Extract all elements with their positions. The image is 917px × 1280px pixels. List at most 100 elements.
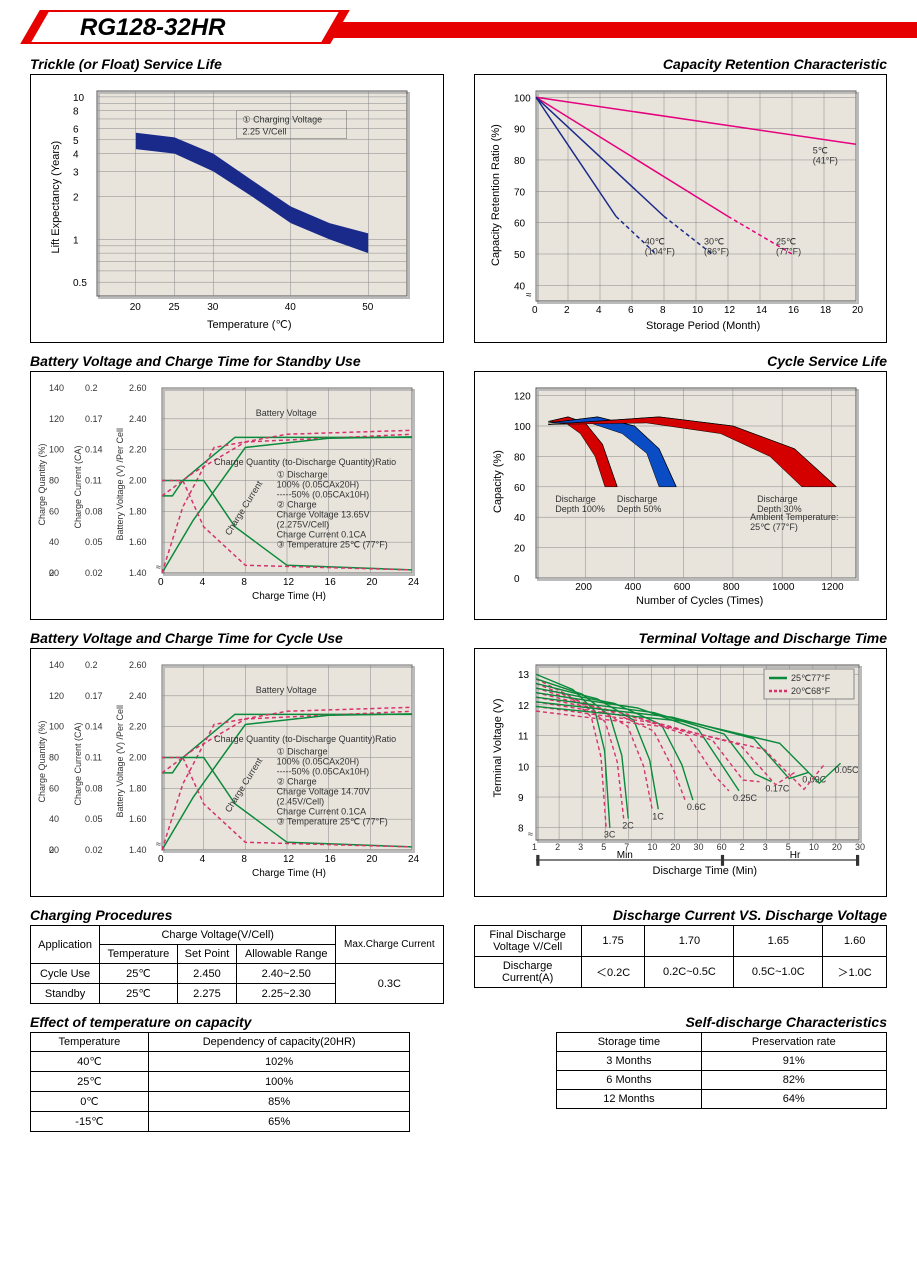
model-number: RG128-32HR [80, 14, 225, 42]
svg-text:600: 600 [673, 582, 690, 593]
svg-text:3: 3 [73, 167, 79, 178]
svg-text:Charge Time (H): Charge Time (H) [252, 591, 326, 602]
svg-text:1000: 1000 [772, 582, 795, 593]
td: Cycle Use [31, 964, 100, 984]
svg-text:30: 30 [693, 842, 703, 852]
svg-text:4: 4 [200, 577, 206, 588]
cycle-chart: 04812162024200.021.40400.051.60600.081.8… [30, 648, 444, 897]
svg-text:Discharge: Discharge [757, 494, 798, 504]
svg-text:40: 40 [285, 302, 297, 313]
trickle-chart: 20253040500.5123456810① Charging Voltage… [30, 74, 444, 343]
td: Final Discharge Voltage V/Cell [474, 926, 581, 957]
svg-text:Battery Voltage: Battery Voltage [256, 408, 317, 418]
svg-text:0.05: 0.05 [85, 814, 103, 824]
svg-text:20: 20 [130, 302, 142, 313]
svg-text:Depth 50%: Depth 50% [616, 504, 661, 514]
svg-text:10: 10 [73, 93, 85, 104]
td: 3 Months [557, 1052, 701, 1071]
svg-text:2.60: 2.60 [129, 660, 147, 670]
svg-text:Capacity (%): Capacity (%) [492, 450, 504, 513]
svg-text:Charge Quantity (to-Discharge: Charge Quantity (to-Discharge Quantity)R… [214, 734, 396, 744]
td: Discharge Current(A) [474, 957, 581, 988]
svg-text:3: 3 [762, 842, 767, 852]
svg-text:Terminal Voltage (V): Terminal Voltage (V) [492, 698, 504, 797]
svg-text:≈: ≈ [156, 562, 161, 572]
svg-text:Hr: Hr [789, 850, 800, 861]
svg-text:2: 2 [739, 842, 744, 852]
svg-text:0.08: 0.08 [85, 783, 103, 793]
svg-text:(104°F): (104°F) [644, 247, 674, 257]
svg-text:Charge Current (CA): Charge Current (CA) [73, 445, 83, 528]
svg-text:20: 20 [852, 305, 864, 316]
svg-text:20: 20 [670, 842, 680, 852]
th: Storage time [557, 1033, 701, 1052]
th-ar: Allowable Range [237, 945, 336, 964]
svg-text:Charge Time (H): Charge Time (H) [252, 868, 326, 879]
svg-text:4: 4 [596, 305, 602, 316]
svg-text:2.00: 2.00 [129, 753, 147, 763]
svg-text:(77°F): (77°F) [776, 247, 801, 257]
svg-text:25℃ (77°F): 25℃ (77°F) [750, 522, 798, 532]
svg-text:20: 20 [831, 842, 841, 852]
svg-text:18: 18 [820, 305, 832, 316]
svg-text:16: 16 [788, 305, 800, 316]
svg-text:80: 80 [514, 452, 526, 463]
svg-text:30: 30 [207, 302, 219, 313]
tempcap-title: Effect of temperature on capacity [30, 1014, 444, 1030]
svg-text:0.08: 0.08 [85, 506, 103, 516]
svg-text:Charge Voltage 14.70V: Charge Voltage 14.70V [277, 786, 370, 796]
svg-text:2.40: 2.40 [129, 414, 147, 424]
svg-text:▌: ▌ [856, 854, 862, 866]
cyclelife-chart: 20040060080010001200020406080100120Disch… [474, 371, 888, 620]
svg-text:1.80: 1.80 [129, 506, 147, 516]
svg-text:0.05: 0.05 [85, 537, 103, 547]
svg-text:0: 0 [158, 854, 164, 865]
svg-text:800: 800 [722, 582, 739, 593]
svg-text:0.14: 0.14 [85, 445, 103, 455]
svg-text:1: 1 [73, 235, 79, 246]
svg-text:14: 14 [756, 305, 768, 316]
svg-text:12: 12 [283, 577, 295, 588]
svg-text:▐: ▐ [533, 854, 540, 866]
svg-text:Battery Voltage (V) /Per Cell: Battery Voltage (V) /Per Cell [115, 705, 125, 818]
td: 65% [148, 1112, 410, 1132]
svg-text:-----50% (0.05CAx10H): -----50% (0.05CAx10H) [277, 766, 370, 776]
svg-text:10: 10 [692, 305, 704, 316]
svg-text:60: 60 [49, 506, 59, 516]
td: 0.5C~1.0C [734, 957, 823, 988]
td: ＜0.2C [581, 957, 645, 988]
svg-text:1.60: 1.60 [129, 814, 147, 824]
td: 25℃ [100, 964, 177, 984]
svg-text:0.11: 0.11 [85, 476, 102, 486]
terminal-chart: 123571020306023510203089101112133C2C1C0.… [474, 648, 888, 897]
td: 12 Months [557, 1090, 701, 1109]
svg-text:0: 0 [49, 845, 54, 855]
svg-text:① Charging Voltage: ① Charging Voltage [243, 115, 323, 125]
svg-text:20: 20 [366, 577, 378, 588]
svg-text:2.20: 2.20 [129, 445, 147, 455]
th-cv: Charge Voltage(V/Cell) [100, 926, 336, 945]
svg-text:① Discharge: ① Discharge [277, 746, 328, 756]
svg-text:1200: 1200 [821, 582, 844, 593]
svg-text:120: 120 [514, 392, 531, 403]
svg-text:80: 80 [49, 476, 59, 486]
svg-text:16: 16 [325, 854, 337, 865]
td: 100% [148, 1072, 410, 1092]
svg-text:0.6C: 0.6C [686, 802, 706, 812]
svg-text:0.17C: 0.17C [765, 784, 790, 794]
svg-text:9: 9 [518, 793, 524, 804]
svg-text:0.02: 0.02 [85, 568, 103, 578]
td: 0℃ [31, 1092, 149, 1112]
svg-text:Charge Current 0.1CA: Charge Current 0.1CA [277, 806, 367, 816]
svg-text:8: 8 [660, 305, 666, 316]
td: 2.275 [177, 984, 237, 1004]
svg-text:40℃: 40℃ [644, 237, 664, 247]
svg-text:2: 2 [555, 842, 560, 852]
td: 2.40~2.50 [237, 964, 336, 984]
svg-text:24: 24 [408, 854, 420, 865]
svg-text:≈: ≈ [156, 839, 161, 849]
svg-text:2C: 2C [622, 821, 634, 831]
svg-text:100: 100 [514, 93, 531, 104]
svg-text:2: 2 [73, 192, 79, 203]
svg-text:Storage Period (Month): Storage Period (Month) [646, 320, 760, 332]
